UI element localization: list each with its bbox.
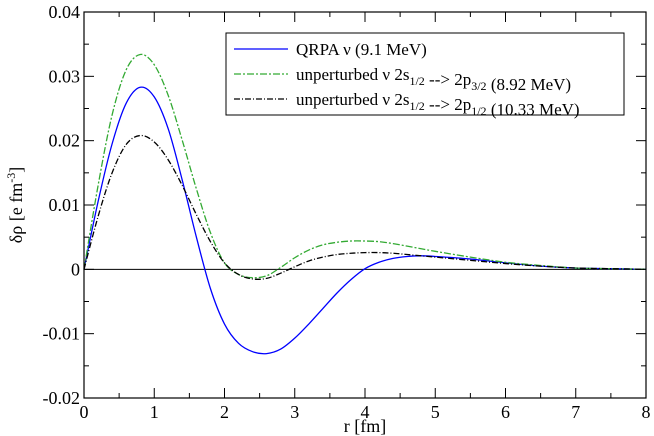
tick-label-layer: 0 1 2 3 4 5 6 7 8 -0.02 -0.01 0 0.01 0.02 0.03 0.04 (43, 2, 651, 422)
series-line-2 (83, 53, 647, 279)
y-tick-label: 0.04 (49, 2, 81, 22)
legend-text-part: --> 2p (425, 95, 471, 114)
legend-text-part: QRPA ν (9.1 MeV) (296, 40, 427, 59)
y-axis-title-close: ] (6, 167, 26, 173)
legend-text-part: (10.33 MeV) (487, 100, 580, 119)
x-tick-label: 4 (361, 402, 370, 422)
legend-subscript: 1/2 (409, 74, 424, 88)
legend-box (225, 32, 625, 116)
x-tick-label: 5 (431, 402, 440, 422)
legend-subscript: 3/2 (471, 79, 486, 93)
y-tick-label: -0.02 (43, 388, 81, 408)
plot-frame (83, 11, 647, 399)
legend-subscript: 1/2 (409, 99, 424, 113)
legend-label-2: unperturbed ν 2s1/2 --> 2p3/2 (8.92 MeV) (296, 65, 571, 94)
y-tick-label: 0.03 (49, 66, 81, 86)
legend-text-part: unperturbed ν 2s (296, 65, 409, 84)
x-tick-label: 3 (290, 402, 299, 422)
y-tick-label: -0.01 (43, 324, 81, 344)
y-tick-label: 0.01 (49, 195, 81, 215)
legend: QRPA ν (9.1 MeV)unperturbed ν 2s1/2 --> … (225, 32, 625, 119)
y-axis-title-base: δρ [e fm (6, 183, 26, 243)
series-layer (83, 53, 647, 355)
legend-subscript: 1/2 (471, 104, 486, 118)
legend-label-1: QRPA ν (9.1 MeV) (296, 40, 427, 59)
y-axis-title: δρ [e fm-3] (4, 167, 26, 243)
x-tick-label: 6 (501, 402, 510, 422)
x-tick-label: 7 (571, 402, 580, 422)
y-tick-label: 0 (71, 259, 80, 279)
series-line-1 (83, 86, 647, 355)
x-tick-label: 1 (150, 402, 159, 422)
x-tick-label: 0 (80, 402, 89, 422)
x-tick-label: 8 (642, 402, 651, 422)
x-axis-title: r [fm] (344, 416, 386, 436)
y-tick-label: 0.02 (49, 131, 81, 151)
legend-text-part: (8.92 MeV) (487, 75, 572, 94)
series-line-3 (83, 134, 647, 280)
y-axis-title-sup: -3 (4, 173, 18, 183)
legend-text-part: unperturbed ν 2s (296, 90, 409, 109)
legend-text-part: --> 2p (425, 70, 471, 89)
legend-label-3: unperturbed ν 2s1/2 --> 2p1/2 (10.33 MeV… (296, 90, 580, 119)
x-tick-label: 2 (220, 402, 229, 422)
